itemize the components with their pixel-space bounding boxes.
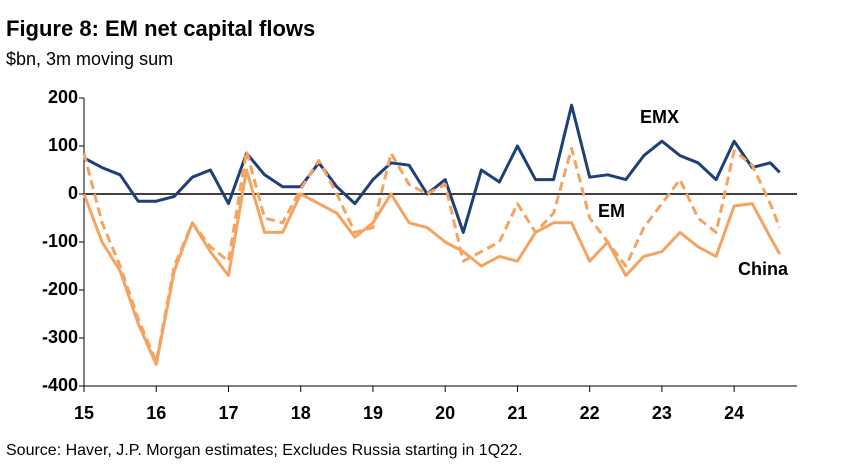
x-tick-label: 18 bbox=[291, 403, 311, 423]
x-tick-label: 15 bbox=[74, 403, 94, 423]
series-label: China bbox=[738, 259, 789, 279]
y-tick-label: 0 bbox=[68, 183, 78, 203]
y-tick-label: -200 bbox=[42, 279, 78, 299]
series-line bbox=[82, 168, 781, 366]
y-tick-label: 200 bbox=[48, 87, 78, 107]
x-tick-label: 16 bbox=[146, 403, 166, 423]
chart-title: Figure 8: EM net capital flows bbox=[6, 16, 315, 41]
series-label: EMX bbox=[640, 107, 679, 127]
x-tick-label: 17 bbox=[218, 403, 238, 423]
series-line bbox=[83, 103, 781, 234]
series-label: EM bbox=[598, 201, 625, 221]
x-tick-label: 21 bbox=[507, 403, 527, 423]
x-tick-label: 23 bbox=[652, 403, 672, 423]
y-tick-label: -100 bbox=[42, 231, 78, 251]
x-tick-label: 19 bbox=[363, 403, 383, 423]
source-note: Source: Haver, J.P. Morgan estimates; Ex… bbox=[6, 442, 522, 459]
chart-subtitle: $bn, 3m moving sum bbox=[6, 49, 173, 69]
y-tick-label: 100 bbox=[48, 135, 78, 155]
y-tick-label: -300 bbox=[42, 327, 78, 347]
x-tick-label: 22 bbox=[580, 403, 600, 423]
x-tick-label: 24 bbox=[724, 403, 744, 423]
y-tick-label: -400 bbox=[42, 375, 78, 395]
x-tick-label: 20 bbox=[435, 403, 455, 423]
